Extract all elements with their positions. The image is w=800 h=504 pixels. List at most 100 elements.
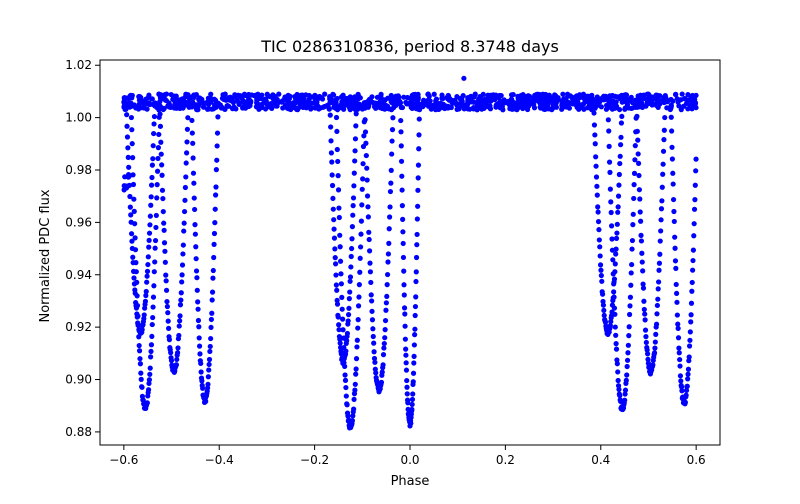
dip-point <box>596 227 602 233</box>
dip-point <box>138 376 144 382</box>
dip-point <box>163 278 169 284</box>
baseline-point <box>678 97 684 103</box>
dip-point <box>415 175 421 181</box>
dip-point <box>612 311 618 317</box>
dip-point <box>386 226 392 232</box>
dip-point <box>354 344 360 350</box>
dip-point <box>165 310 171 316</box>
baseline-point <box>276 91 282 97</box>
baseline-point <box>284 105 290 111</box>
dip-point <box>398 117 404 124</box>
dip-point <box>352 158 358 164</box>
dip-point <box>158 151 164 157</box>
dip-point <box>387 214 393 220</box>
dip-point <box>138 370 144 376</box>
baseline-point <box>458 95 464 102</box>
baseline-point <box>280 105 286 111</box>
dip-point <box>137 361 143 367</box>
baseline-point <box>269 101 275 107</box>
dip-point <box>345 312 352 318</box>
baseline-point <box>439 95 445 101</box>
baseline-point <box>201 104 207 110</box>
dip-point <box>179 262 186 268</box>
dip-point <box>189 117 195 124</box>
dip-point <box>378 379 385 385</box>
dip-point <box>644 347 650 353</box>
dip-point <box>655 296 661 302</box>
dip-point <box>359 202 365 208</box>
dip-point <box>641 306 647 313</box>
dip-point <box>659 198 665 204</box>
dip-point <box>142 298 149 304</box>
baseline-point <box>204 99 210 105</box>
dip-point <box>183 160 189 166</box>
dip-point <box>617 160 623 167</box>
dip-point <box>405 400 411 406</box>
dip-point <box>602 319 609 325</box>
dip-point <box>193 268 200 274</box>
baseline-point <box>257 96 263 102</box>
baseline-point <box>273 103 279 109</box>
dip-point <box>344 402 350 408</box>
y-tick-label: 0.92 <box>65 320 92 334</box>
dip-point <box>630 222 636 228</box>
dip-point <box>669 128 675 134</box>
dip-point <box>350 413 356 419</box>
dip-point <box>191 180 197 186</box>
dip-point <box>330 206 336 212</box>
baseline-point <box>566 105 573 111</box>
dip-point <box>181 228 187 234</box>
dip-point <box>127 193 133 200</box>
dip-point <box>659 184 665 190</box>
dip-point <box>184 126 191 132</box>
dip-point <box>347 274 354 280</box>
dip-point <box>196 324 202 330</box>
dip-point <box>598 272 604 279</box>
dip-point <box>343 384 349 391</box>
dip-point <box>342 377 349 383</box>
dip-point <box>677 363 683 369</box>
dip-point <box>623 377 629 383</box>
dip-point <box>158 139 164 145</box>
dip-point <box>353 100 360 107</box>
dip-point <box>129 141 135 147</box>
dip-point <box>388 180 394 186</box>
baseline-point <box>492 97 498 103</box>
dip-point <box>203 398 209 404</box>
dip-point <box>380 352 387 358</box>
dip-point <box>178 297 184 303</box>
dip-point <box>192 222 198 228</box>
dip-point <box>159 172 165 178</box>
dip-point <box>685 366 692 372</box>
baseline-point <box>334 95 340 102</box>
dip-point <box>693 156 699 162</box>
dip-point <box>669 156 676 162</box>
dip-point <box>353 366 359 372</box>
dip-point <box>146 230 153 236</box>
dip-point <box>131 281 138 287</box>
dip-point <box>214 130 221 136</box>
baseline-point <box>299 94 305 100</box>
dip-point <box>340 335 347 341</box>
dip-point <box>327 112 333 118</box>
dip-point <box>630 211 636 217</box>
dip-point <box>144 268 151 274</box>
dip-point <box>351 170 357 176</box>
dip-point <box>413 278 419 285</box>
dip-point <box>686 354 692 360</box>
dip-point <box>156 131 162 138</box>
baseline-point <box>147 101 153 108</box>
dip-point <box>416 132 422 138</box>
dip-point <box>363 140 369 146</box>
dip-point <box>384 293 390 300</box>
dip-point <box>165 318 171 324</box>
baseline-point <box>670 98 676 104</box>
dip-point <box>152 237 159 244</box>
dip-point <box>337 340 343 346</box>
data-points <box>121 75 699 431</box>
dip-point <box>144 273 150 279</box>
baseline-point <box>455 101 461 107</box>
dip-point <box>595 209 601 215</box>
dip-point <box>660 171 666 177</box>
baseline-point <box>306 96 312 102</box>
